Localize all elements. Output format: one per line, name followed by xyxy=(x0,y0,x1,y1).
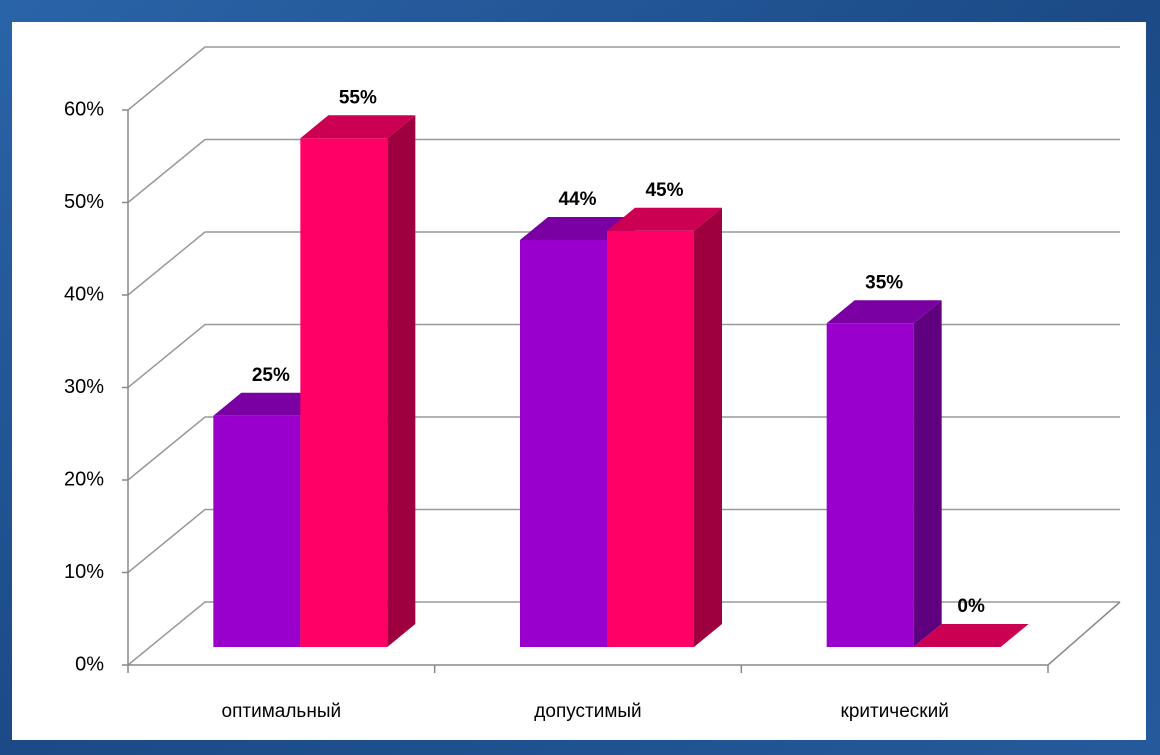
x-tick-label: допустимый xyxy=(534,701,641,722)
bar-top xyxy=(213,392,329,416)
bar-side xyxy=(387,115,416,647)
grid-line xyxy=(127,601,1120,666)
value-label: 55% xyxy=(339,87,377,108)
value-label: 45% xyxy=(645,180,683,201)
bar-front xyxy=(826,323,914,647)
bar-top xyxy=(520,217,635,240)
y-tick-label: 30% xyxy=(64,376,104,398)
bar-side xyxy=(913,300,942,647)
x-tick-label: критический xyxy=(841,701,949,722)
grid-line xyxy=(127,138,1120,204)
grid-line xyxy=(127,231,1120,296)
value-label: 44% xyxy=(558,189,596,210)
bar-top xyxy=(913,624,1029,647)
grid-line xyxy=(127,416,1120,481)
bar-front xyxy=(520,240,607,647)
value-label: 25% xyxy=(252,365,290,386)
bar-front xyxy=(300,138,388,647)
y-tick-label: 0% xyxy=(75,653,104,675)
bar-top xyxy=(300,115,416,139)
x-tick-label: оптимальный xyxy=(222,701,342,722)
value-label: 0% xyxy=(957,596,985,617)
bar-top xyxy=(826,300,942,324)
y-tick-label: 10% xyxy=(64,561,104,583)
grid-line xyxy=(127,46,1120,111)
grid-line xyxy=(127,508,1120,574)
y-tick-label: 50% xyxy=(64,191,104,213)
grid-line xyxy=(127,323,1120,389)
bar-front xyxy=(607,230,694,647)
y-tick-label: 20% xyxy=(64,468,104,490)
bar-side xyxy=(694,207,722,647)
value-label: 35% xyxy=(865,272,903,293)
bar-front xyxy=(213,415,301,647)
y-tick-label: 60% xyxy=(64,98,104,120)
bar-top xyxy=(607,207,722,231)
y-tick-label: 40% xyxy=(64,283,104,305)
